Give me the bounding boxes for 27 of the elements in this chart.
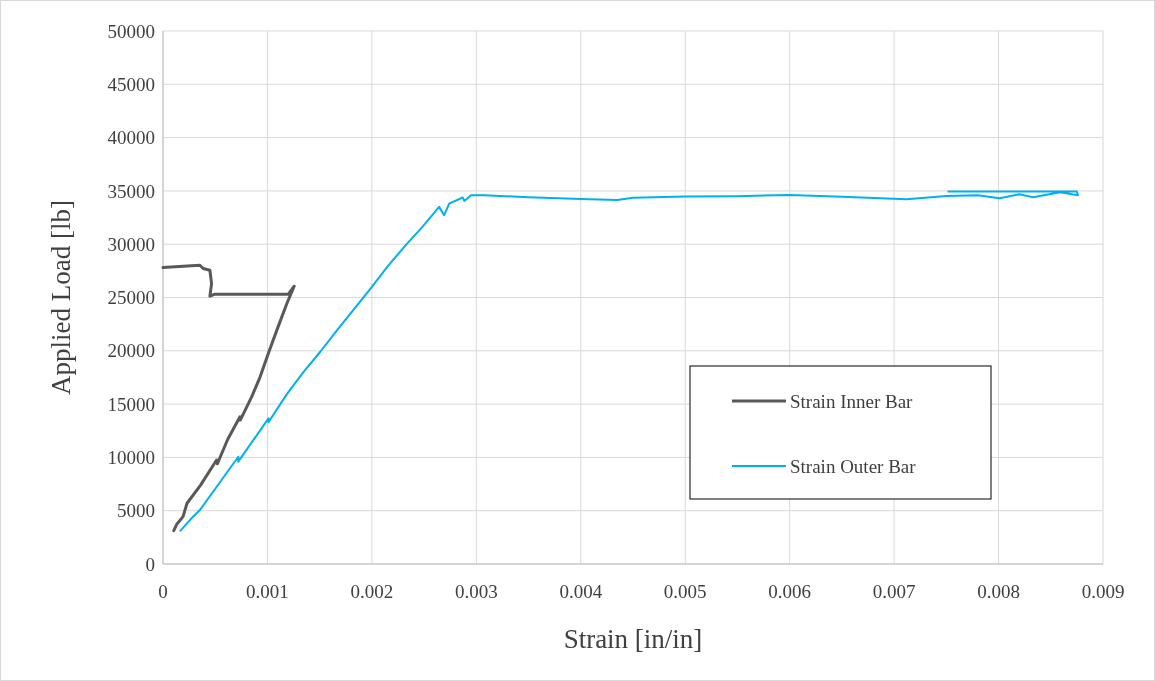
x-tick-label: 0.008 — [977, 581, 1020, 602]
x-tick-label: 0.002 — [350, 581, 394, 602]
y-axis-title: Applied Load [lb] — [46, 200, 76, 395]
x-tick-label: 0.009 — [1081, 581, 1125, 602]
x-tick-label: 0.001 — [246, 581, 289, 602]
x-tick-label: 0.005 — [663, 581, 707, 602]
legend-label: Strain Outer Bar — [790, 455, 917, 477]
y-tick-label: 10000 — [107, 447, 155, 469]
x-tick-label: 0.004 — [559, 581, 603, 602]
x-axis-title: Strain [in/in] — [563, 624, 703, 654]
y-tick-label: 25000 — [107, 287, 155, 309]
y-tick-label: 35000 — [107, 180, 155, 202]
y-tick-label: 45000 — [107, 73, 155, 95]
y-tick-label: 0 — [145, 553, 155, 575]
y-tick-label: 50000 — [107, 20, 155, 42]
x-tick-label: 0 — [158, 581, 168, 602]
y-tick-label: 30000 — [107, 233, 155, 255]
line-series — [161, 263, 296, 533]
y-tick-label: 15000 — [107, 393, 155, 415]
y-tick-label: 40000 — [107, 127, 155, 149]
legend-label: Strain Inner Bar — [790, 390, 914, 412]
x-tick-label: 0.003 — [454, 581, 498, 602]
y-tick-label: 20000 — [107, 340, 155, 362]
y-tick-label: 5000 — [117, 500, 155, 522]
line-series — [179, 190, 1079, 532]
x-tick-label: 0.006 — [768, 581, 812, 602]
x-tick-label: 0.007 — [872, 581, 916, 602]
